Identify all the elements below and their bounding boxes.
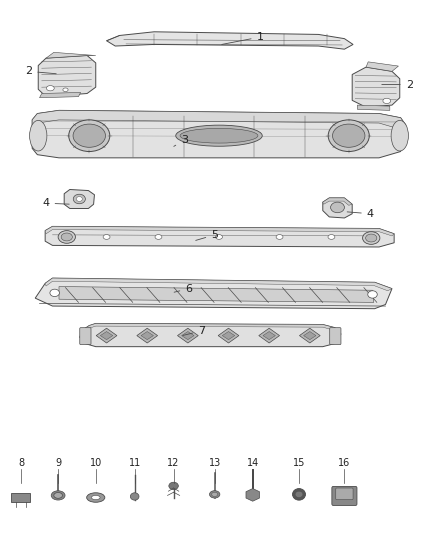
Ellipse shape — [383, 98, 391, 103]
Ellipse shape — [46, 86, 54, 91]
Ellipse shape — [73, 194, 85, 204]
Ellipse shape — [92, 495, 100, 499]
Text: 2: 2 — [25, 66, 56, 76]
Ellipse shape — [391, 120, 408, 151]
Polygon shape — [96, 328, 117, 343]
Polygon shape — [83, 324, 335, 333]
Polygon shape — [45, 278, 392, 291]
FancyBboxPatch shape — [11, 494, 31, 502]
Text: 16: 16 — [338, 458, 350, 468]
Ellipse shape — [332, 124, 365, 147]
Text: 6: 6 — [174, 284, 192, 294]
Ellipse shape — [69, 120, 110, 151]
Ellipse shape — [209, 491, 220, 498]
FancyBboxPatch shape — [332, 487, 357, 505]
Ellipse shape — [103, 235, 110, 239]
Polygon shape — [64, 190, 95, 208]
Polygon shape — [32, 110, 406, 158]
Ellipse shape — [63, 88, 68, 92]
Polygon shape — [38, 55, 96, 96]
Ellipse shape — [50, 289, 60, 296]
Polygon shape — [259, 328, 279, 343]
Ellipse shape — [131, 493, 139, 500]
Ellipse shape — [363, 232, 380, 244]
Ellipse shape — [51, 491, 65, 500]
Ellipse shape — [176, 125, 262, 146]
Polygon shape — [141, 332, 153, 340]
Polygon shape — [223, 332, 235, 340]
Ellipse shape — [61, 233, 72, 241]
Text: 4: 4 — [42, 198, 69, 208]
Text: 2: 2 — [382, 79, 413, 90]
Polygon shape — [300, 328, 320, 343]
Ellipse shape — [73, 124, 106, 147]
Ellipse shape — [30, 120, 47, 151]
Polygon shape — [80, 324, 341, 346]
Polygon shape — [304, 332, 316, 340]
Ellipse shape — [368, 291, 377, 298]
Ellipse shape — [180, 128, 258, 143]
Polygon shape — [45, 227, 394, 247]
Polygon shape — [263, 332, 276, 340]
Polygon shape — [218, 328, 239, 343]
Polygon shape — [137, 328, 158, 343]
Ellipse shape — [169, 482, 178, 490]
Polygon shape — [32, 110, 406, 130]
Polygon shape — [106, 32, 353, 49]
Text: 12: 12 — [167, 458, 180, 468]
Ellipse shape — [54, 492, 63, 498]
Polygon shape — [246, 489, 259, 501]
Polygon shape — [59, 287, 374, 302]
Polygon shape — [182, 332, 194, 340]
Polygon shape — [45, 227, 394, 236]
FancyBboxPatch shape — [80, 328, 91, 344]
Text: 9: 9 — [55, 458, 61, 468]
Text: 3: 3 — [174, 135, 188, 147]
Text: 1: 1 — [222, 32, 264, 44]
Text: 15: 15 — [293, 458, 305, 468]
Text: 10: 10 — [90, 458, 102, 468]
Polygon shape — [323, 198, 352, 205]
Ellipse shape — [58, 231, 75, 243]
Ellipse shape — [366, 234, 377, 242]
Ellipse shape — [155, 235, 162, 239]
Ellipse shape — [328, 235, 335, 239]
Text: 14: 14 — [247, 458, 259, 468]
Ellipse shape — [76, 197, 82, 201]
Polygon shape — [39, 92, 81, 98]
Text: 5: 5 — [196, 230, 218, 240]
Ellipse shape — [295, 491, 303, 497]
Ellipse shape — [215, 235, 223, 239]
Text: 11: 11 — [128, 458, 141, 468]
Polygon shape — [35, 278, 392, 309]
Text: 7: 7 — [183, 326, 205, 336]
Ellipse shape — [87, 493, 105, 502]
Polygon shape — [352, 67, 400, 107]
Ellipse shape — [276, 235, 283, 239]
Polygon shape — [323, 198, 352, 218]
Ellipse shape — [212, 492, 218, 496]
Ellipse shape — [328, 120, 369, 151]
Ellipse shape — [331, 202, 344, 213]
FancyBboxPatch shape — [336, 488, 353, 499]
Text: 13: 13 — [208, 458, 221, 468]
Text: 4: 4 — [347, 209, 374, 219]
Polygon shape — [177, 328, 198, 343]
Polygon shape — [100, 332, 113, 340]
Polygon shape — [46, 52, 96, 58]
Polygon shape — [366, 62, 399, 71]
Ellipse shape — [293, 489, 305, 500]
Text: 8: 8 — [18, 458, 24, 468]
Polygon shape — [357, 105, 390, 110]
FancyBboxPatch shape — [330, 328, 341, 344]
